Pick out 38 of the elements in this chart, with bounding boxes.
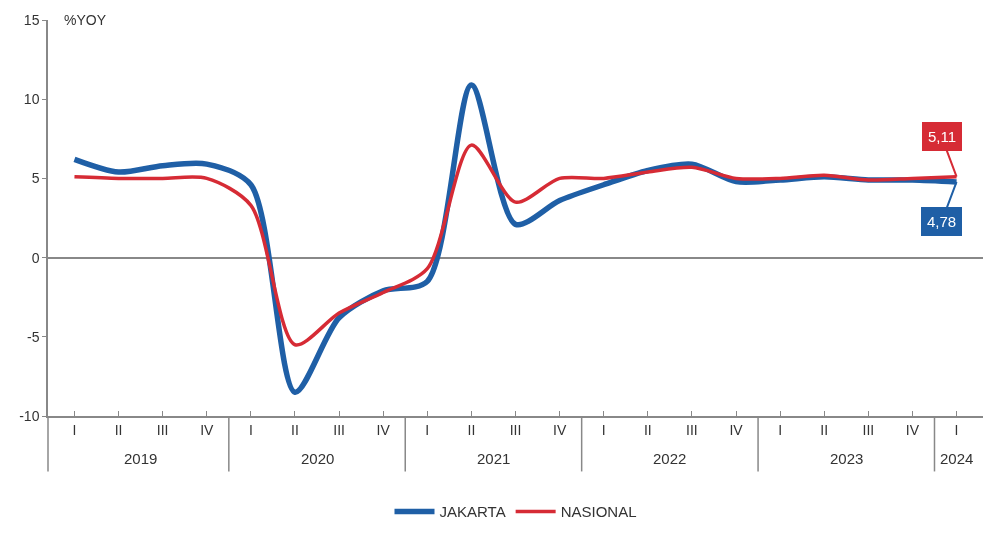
text: 2021 [477, 450, 511, 467]
text: 2024 [940, 450, 974, 467]
x-tick-label: I [425, 421, 430, 438]
y-tick-label: -5 [27, 328, 40, 345]
text: 2023 [830, 450, 864, 467]
x-tick-label: II [114, 421, 123, 438]
x-tick-label: II [467, 421, 476, 438]
x-tick-label: I [601, 421, 606, 438]
x-tick-label: IV [552, 421, 567, 438]
x-tick-label: IV [200, 421, 215, 438]
y-tick-label: -10 [19, 407, 40, 424]
text: 2020 [301, 450, 335, 467]
x-tick-label: III [509, 421, 522, 438]
text: 2019 [124, 450, 158, 467]
x-tick-label: III [333, 421, 345, 438]
x-tick-label: III [862, 421, 875, 438]
data-label: 5,11 [928, 128, 957, 145]
x-tick-label: I [954, 421, 959, 438]
x-tick-label: I [778, 421, 783, 438]
y-tick-label: 15 [23, 11, 40, 28]
y-axis-title: %YOY [64, 12, 107, 28]
x-tick-label: II [291, 421, 299, 438]
y-tick-label: 0 [31, 249, 40, 266]
x-tick-label: II [820, 421, 829, 438]
y-tick-label: 5 [31, 170, 40, 187]
x-tick-label: III [156, 421, 169, 438]
legend-label: NASIONAL [560, 503, 637, 521]
legend-label: JAKARTA [439, 503, 506, 521]
x-tick-label: III [686, 421, 698, 438]
x-tick-label: I [72, 421, 77, 438]
x-tick-label: IV [905, 421, 920, 438]
x-tick-label: II [643, 421, 652, 438]
text: 2022 [653, 450, 687, 467]
y-tick-label: 10 [23, 91, 40, 108]
x-tick-label: IV [729, 421, 744, 438]
data-label: 4,78 [927, 213, 957, 230]
x-tick-label: IV [376, 421, 391, 438]
x-tick-label: I [248, 421, 253, 438]
